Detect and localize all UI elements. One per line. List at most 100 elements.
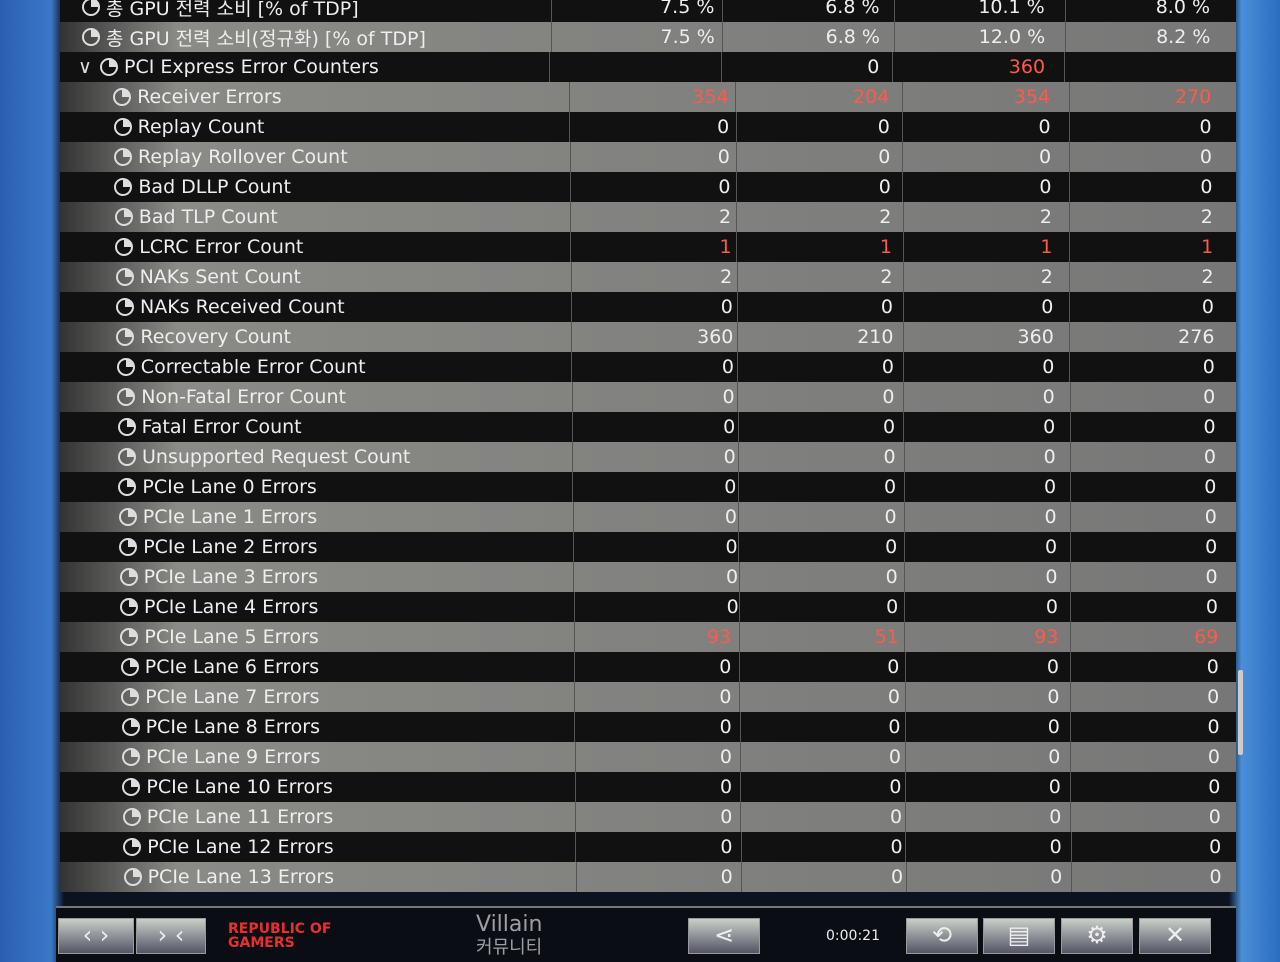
sensor-label-cell: PCIe Lane 1 Errors bbox=[60, 506, 573, 528]
sensor-row[interactable]: PCIe Lane 4 Errors 0 0 0 0 bbox=[60, 592, 1236, 622]
sensor-icon bbox=[117, 418, 136, 436]
sensor-row[interactable]: Bad TLP Count 2 2 2 2 bbox=[60, 202, 1236, 232]
value-cell: 69 bbox=[1070, 622, 1236, 652]
sensor-label-cell: PCIe Lane 11 Errors bbox=[60, 806, 575, 828]
close-icon: ✕ bbox=[1164, 921, 1186, 949]
report-button[interactable]: ▤ bbox=[983, 918, 1055, 954]
prev-next-button[interactable]: ‹ › bbox=[58, 918, 134, 954]
value-cell: 1 bbox=[570, 232, 736, 262]
value-cell: 2 bbox=[1069, 202, 1236, 232]
sensor-row[interactable]: PCIe Lane 6 Errors 0 0 0 0 bbox=[60, 652, 1236, 682]
value-cell: 0 bbox=[1070, 802, 1236, 832]
value-cell: 0 bbox=[573, 652, 739, 682]
sensor-label-cell: PCIe Lane 5 Errors bbox=[60, 626, 574, 648]
value-cell: 2 bbox=[736, 262, 903, 292]
share-button[interactable]: ⋖ bbox=[688, 918, 760, 954]
chevron-down-icon[interactable]: ∨ bbox=[78, 56, 92, 78]
value-cell: 0 bbox=[903, 532, 1070, 562]
value-cell: 0 bbox=[736, 172, 902, 202]
sensor-icon bbox=[100, 58, 118, 76]
value-cell: 0 bbox=[904, 682, 1071, 712]
sensor-label-cell: PCIe Lane 4 Errors bbox=[60, 596, 574, 618]
sensor-row[interactable]: PCIe Lane 2 Errors 0 0 0 0 bbox=[60, 532, 1236, 562]
sensor-row[interactable]: PCIe Lane 12 Errors 0 0 0 0 bbox=[60, 832, 1236, 862]
value-cell: 93 bbox=[904, 622, 1070, 652]
value-cell: 0 bbox=[903, 442, 1070, 472]
sensor-label-cell: ∨ PCI Express Error Counters bbox=[60, 56, 549, 78]
sensor-row[interactable]: ∨ PCI Express Error Counters 0 360 bbox=[60, 52, 1236, 82]
sensor-label: PCIe Lane 9 Errors bbox=[146, 746, 321, 768]
value-cell: 8.0 % bbox=[1064, 0, 1236, 22]
sensor-row[interactable]: PCIe Lane 8 Errors 0 0 0 0 bbox=[60, 712, 1236, 742]
value-cell: 12.0 % bbox=[893, 22, 1065, 52]
value-cell: 0 bbox=[1070, 712, 1236, 742]
value-cell: 0 bbox=[571, 352, 737, 382]
value-cell: 0 bbox=[902, 112, 1069, 142]
sensor-row[interactable]: Bad DLLP Count 0 0 0 0 bbox=[60, 172, 1236, 202]
value-cell: 6.8 % bbox=[722, 0, 893, 22]
value-cell: 0 bbox=[737, 442, 904, 472]
sensor-icon bbox=[123, 838, 142, 856]
reset-button[interactable]: ⟲ bbox=[906, 918, 978, 954]
sensor-row[interactable]: Fatal Error Count 0 0 0 0 bbox=[60, 412, 1236, 442]
sensor-icon bbox=[120, 598, 138, 616]
value-cell: 0 bbox=[902, 172, 1069, 202]
sensor-icon bbox=[82, 28, 100, 46]
sensor-row[interactable]: PCIe Lane 1 Errors 0 0 0 0 bbox=[60, 502, 1236, 532]
value-cell: 0 bbox=[1069, 442, 1236, 472]
value-cell: 0 bbox=[571, 382, 738, 412]
sensor-row[interactable]: PCIe Lane 13 Errors 0 0 0 0 bbox=[60, 862, 1236, 892]
sensor-row[interactable]: LCRC Error Count 1 1 1 1 bbox=[60, 232, 1236, 262]
sensor-icon bbox=[121, 718, 140, 736]
sensor-row[interactable]: Correctable Error Count 0 0 0 0 bbox=[60, 352, 1236, 382]
value-cell: 0 bbox=[737, 412, 904, 442]
sensor-label: 총 GPU 전력 소비 [% of TDP] bbox=[106, 0, 359, 20]
value-cell: 51 bbox=[739, 622, 904, 652]
scrollbar-thumb[interactable] bbox=[1238, 670, 1243, 755]
sensor-row[interactable]: Replay Count 0 0 0 0 bbox=[60, 112, 1236, 142]
sensor-row[interactable]: PCIe Lane 10 Errors 0 0 0 0 bbox=[60, 772, 1236, 802]
sensor-row[interactable]: Recovery Count 360 210 360 276 bbox=[60, 322, 1236, 352]
value-cell: 0 bbox=[574, 772, 740, 802]
sensor-row[interactable]: PCIe Lane 0 Errors 0 0 0 0 bbox=[60, 472, 1236, 502]
sensor-row[interactable]: Receiver Errors 354 204 354 270 bbox=[60, 82, 1236, 112]
sensor-label-cell: 총 GPU 전력 소비(정규화) [% of TDP] bbox=[60, 24, 551, 51]
value-cell: 0 bbox=[737, 382, 903, 412]
sensor-label: PCIe Lane 12 Errors bbox=[147, 836, 334, 858]
sensor-row[interactable]: NAKs Sent Count 2 2 2 2 bbox=[60, 262, 1236, 292]
sensor-row[interactable]: PCIe Lane 3 Errors 0 0 0 0 bbox=[60, 562, 1236, 592]
close-button[interactable]: ✕ bbox=[1139, 918, 1211, 954]
sensor-icon bbox=[114, 178, 133, 196]
value-cell: 0 bbox=[1069, 592, 1236, 622]
sensor-row[interactable]: PCIe Lane 5 Errors 93 51 93 69 bbox=[60, 622, 1236, 652]
value-cell: 0 bbox=[903, 352, 1069, 382]
value-cell: 0 bbox=[1070, 652, 1236, 682]
sensor-row[interactable]: PCIe Lane 9 Errors 0 0 0 0 bbox=[60, 742, 1236, 772]
collapse-button[interactable]: › ‹ bbox=[136, 918, 206, 954]
value-cell: 0 bbox=[739, 682, 904, 712]
settings-button[interactable]: ⚙ bbox=[1061, 918, 1133, 954]
bottom-toolbar: ‹ › › ‹ REPUBLIC OF GAMERS Villain 커뮤니티 ⋖ … bbox=[56, 906, 1236, 962]
sensor-label-cell: Replay Rollover Count bbox=[60, 146, 570, 168]
sensor-row[interactable]: 총 GPU 전력 소비 [% of TDP] 7.5 % 6.8 % 10.1 % 8.… bbox=[60, 0, 1236, 22]
sensor-row[interactable]: PCIe Lane 11 Errors 0 0 0 0 bbox=[60, 802, 1236, 832]
value-cell: 0 bbox=[736, 292, 903, 322]
value-cell: 0 bbox=[903, 382, 1069, 412]
value-cell: 0 bbox=[1069, 472, 1236, 502]
sensor-row[interactable]: Non-Fatal Error Count 0 0 0 0 bbox=[60, 382, 1236, 412]
sensor-row[interactable]: Unsupported Request Count 0 0 0 0 bbox=[60, 442, 1236, 472]
sensor-row[interactable]: PCIe Lane 7 Errors 0 0 0 0 bbox=[60, 682, 1236, 712]
sensor-table: 총 GPU 전력 소비 [% of TDP] 7.5 % 6.8 % 10.1 % 8.… bbox=[60, 0, 1236, 892]
value-cell: 0 bbox=[1069, 412, 1236, 442]
sensor-row[interactable]: 총 GPU 전력 소비(정규화) [% of TDP] 7.5 % 6.8 % 12.… bbox=[60, 22, 1236, 52]
sensor-row[interactable]: Replay Rollover Count 0 0 0 0 bbox=[60, 142, 1236, 172]
sensor-label-cell: PCIe Lane 2 Errors bbox=[60, 536, 573, 558]
value-cell: 360 bbox=[903, 322, 1069, 352]
sensor-icon bbox=[116, 358, 135, 376]
value-cell: 210 bbox=[736, 322, 903, 352]
value-cell: 0 bbox=[1070, 742, 1236, 772]
sensor-row[interactable]: NAKs Received Count 0 0 0 0 bbox=[60, 292, 1236, 322]
sensor-icon bbox=[118, 478, 137, 496]
value-cell: 2 bbox=[570, 202, 736, 232]
value-cell: 0 bbox=[573, 592, 739, 622]
